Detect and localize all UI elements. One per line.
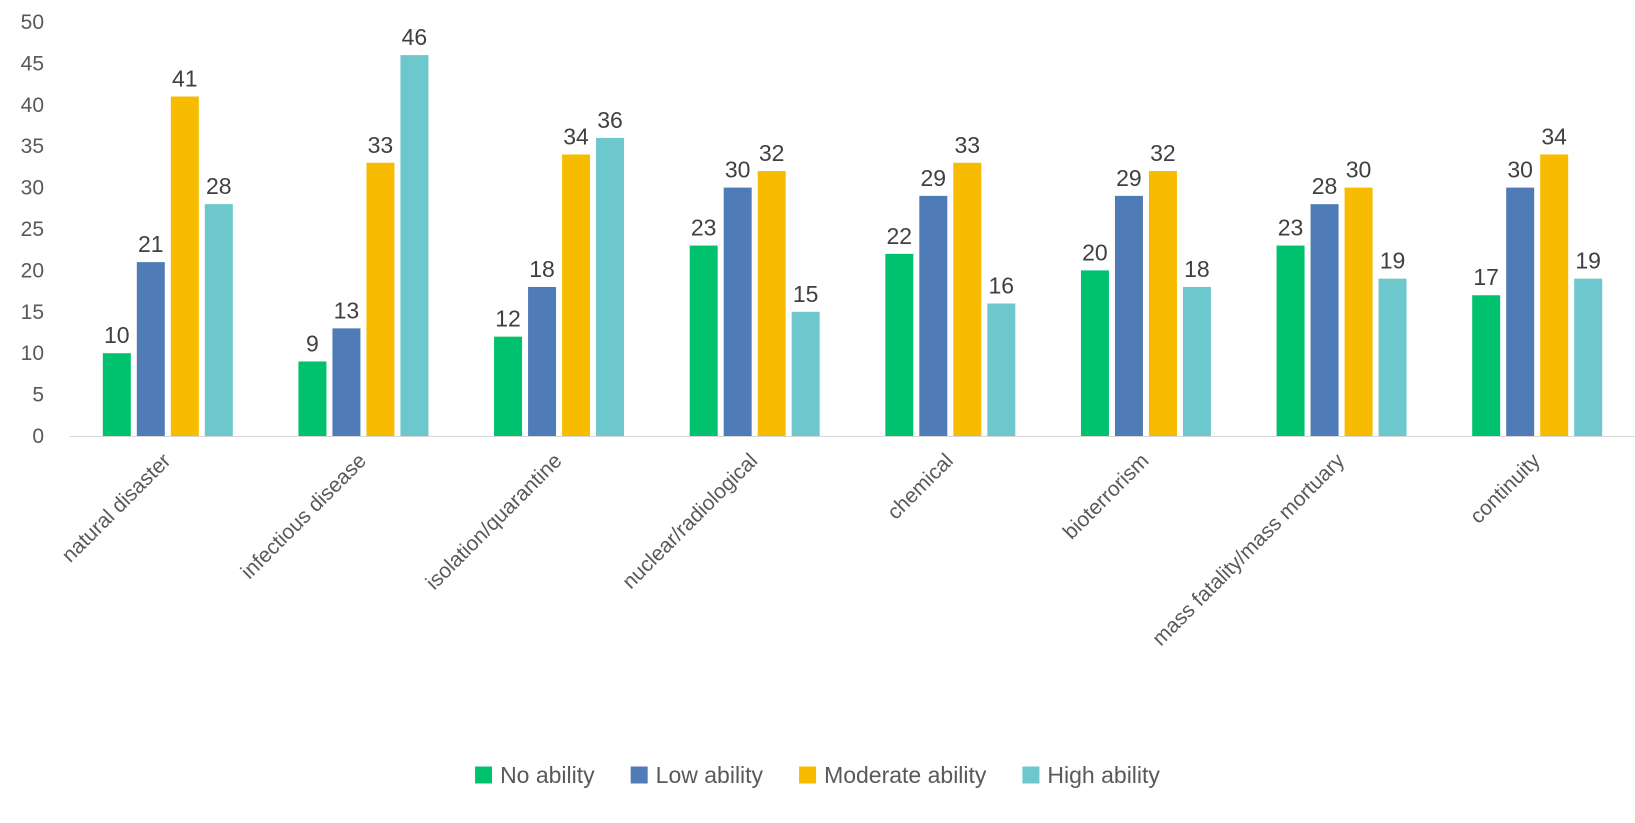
bar (1114, 195, 1143, 436)
data-label: 23 (691, 215, 717, 241)
data-label: 19 (1380, 248, 1406, 274)
data-label: 34 (563, 123, 589, 149)
data-label: 28 (1312, 173, 1338, 199)
bar (791, 311, 820, 436)
bar (953, 162, 982, 436)
bar (1148, 171, 1177, 437)
bar (987, 303, 1016, 436)
data-label: 30 (1346, 157, 1372, 183)
bar (1080, 270, 1109, 436)
legend: No ability Low ability Moderate ability Hig… (475, 762, 1160, 788)
data-labels: 10 21 41 28 9 13 33 46 12 18 34 36 23 30 32 15 22 29 33 16 2… (104, 24, 1601, 356)
bar (1574, 278, 1603, 436)
bar (562, 154, 591, 437)
legend-label: Moderate ability (824, 762, 987, 788)
bars (102, 55, 1603, 437)
bar (885, 253, 914, 436)
data-label: 32 (759, 140, 785, 166)
x-tick-label: infectious disease (237, 449, 371, 583)
x-tick-label: isolation/quarantine (422, 449, 567, 594)
y-tick-label: 50 (21, 11, 44, 34)
bar (723, 187, 752, 436)
bar (1182, 286, 1211, 436)
bar (1506, 187, 1535, 436)
bar (298, 361, 327, 436)
y-tick-label: 20 (21, 259, 44, 282)
y-tick-label: 0 (32, 425, 44, 448)
bar (400, 55, 429, 437)
data-label: 22 (887, 223, 913, 249)
data-label: 13 (334, 297, 360, 323)
bar (136, 262, 165, 436)
bar (1344, 187, 1373, 436)
data-label: 33 (955, 132, 981, 158)
data-label: 33 (368, 132, 394, 158)
data-label: 17 (1473, 264, 1499, 290)
data-label: 21 (138, 231, 164, 257)
bar (494, 336, 523, 436)
data-label: 9 (306, 330, 319, 356)
bar (170, 96, 199, 437)
bar (596, 137, 625, 437)
y-tick-label: 25 (21, 218, 44, 241)
data-label: 34 (1541, 123, 1567, 149)
x-tick-label: mass fatality/mass mortuary (1148, 449, 1349, 650)
data-label: 28 (206, 173, 232, 199)
data-label: 20 (1082, 239, 1108, 265)
y-tick-label: 45 (21, 52, 44, 75)
data-label: 12 (495, 306, 521, 332)
data-label: 32 (1150, 140, 1176, 166)
x-tick-label: continuity (1466, 449, 1545, 528)
bar (366, 162, 395, 436)
data-label: 30 (725, 157, 751, 183)
data-label: 30 (1507, 157, 1533, 183)
x-tick-label: bioterrorism (1059, 449, 1154, 544)
data-label: 18 (529, 256, 555, 282)
data-label: 36 (597, 107, 623, 133)
data-label: 16 (989, 273, 1015, 299)
x-tick-label: chemical (883, 449, 958, 524)
y-tick-label: 35 (21, 135, 44, 158)
data-label: 10 (104, 322, 130, 348)
legend-swatch (799, 766, 817, 784)
data-label: 46 (402, 24, 428, 50)
bar (1310, 204, 1339, 436)
legend-swatch (475, 766, 493, 784)
y-tick-label: 5 (32, 384, 44, 407)
y-tick-label: 30 (21, 177, 44, 200)
bar (757, 171, 786, 437)
x-tick-label: natural disaster (58, 449, 176, 567)
y-tick-label: 40 (21, 94, 44, 117)
x-axis: natural disaster infectious disease isolat… (58, 449, 1546, 650)
bar (204, 204, 233, 436)
data-label: 18 (1184, 256, 1210, 282)
y-tick-label: 10 (21, 342, 44, 365)
bar (1276, 245, 1305, 436)
bar (1540, 154, 1569, 437)
legend-label: Low ability (656, 762, 764, 788)
bar (1472, 295, 1501, 436)
data-label: 29 (921, 165, 947, 191)
y-axis: 0 5 10 15 20 25 30 35 40 45 50 (21, 11, 44, 448)
data-label: 19 (1575, 248, 1601, 274)
legend-swatch (1022, 766, 1040, 784)
legend-label: No ability (500, 762, 595, 788)
data-label: 15 (793, 281, 819, 307)
y-tick-label: 15 (21, 301, 44, 324)
data-label: 29 (1116, 165, 1142, 191)
legend-label: High ability (1047, 762, 1160, 788)
bar (528, 286, 557, 436)
bar (332, 328, 361, 436)
bar (102, 353, 131, 436)
data-label: 23 (1278, 215, 1304, 241)
x-tick-label: nuclear/radiological (618, 449, 762, 593)
legend-swatch (630, 766, 648, 784)
bar (1378, 278, 1407, 436)
data-label: 41 (172, 66, 198, 92)
bar (689, 245, 718, 436)
bar (919, 195, 948, 436)
